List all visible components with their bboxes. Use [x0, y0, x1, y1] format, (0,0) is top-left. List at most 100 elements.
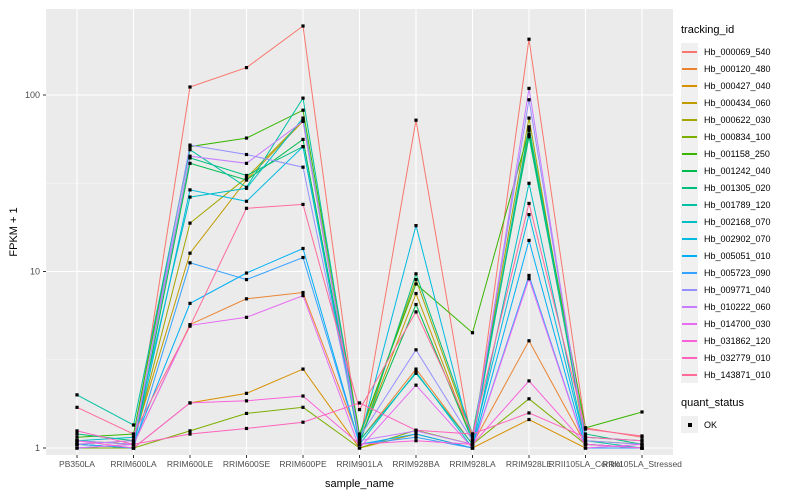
- data-point: [357, 442, 362, 446]
- data-point: [244, 152, 249, 157]
- legend-item: Hb_010222_060: [681, 298, 799, 315]
- data-point: [131, 439, 136, 443]
- legend-item: Hb_005051_010: [681, 247, 799, 264]
- x-tick-label: RRIM600SE: [223, 459, 271, 469]
- data-point: [357, 439, 362, 443]
- legend-item-label: Hb_005723_090: [704, 267, 771, 278]
- data-point: [131, 423, 136, 427]
- legend-item: Hb_000120_480: [681, 60, 799, 77]
- data-point: [527, 128, 531, 133]
- legend-item: Hb_014700_030: [681, 315, 799, 332]
- data-point: [301, 145, 305, 149]
- legend-item: Hb_000427_040: [681, 77, 799, 94]
- data-point: [414, 435, 418, 439]
- line-swatch-icon: [681, 162, 698, 179]
- legend-item-label: Hb_000834_100: [704, 131, 771, 142]
- data-point: [75, 439, 79, 443]
- legend-item: Hb_001789_120: [681, 196, 799, 213]
- y-tick-label: 1: [35, 443, 40, 453]
- line-swatch-icon: [681, 60, 698, 77]
- legend-item-label: Hb_031862_120: [704, 335, 771, 346]
- legend-item: Hb_001242_040: [681, 162, 799, 179]
- data-point: [188, 261, 192, 265]
- line-swatch-icon: [681, 349, 698, 366]
- data-point: [640, 434, 644, 438]
- legend-item-label: OK: [704, 419, 718, 430]
- data-point: [527, 135, 531, 139]
- data-point: [244, 136, 249, 140]
- legend-item: Hb_001305_020: [681, 179, 799, 196]
- data-point: [470, 432, 475, 436]
- data-point: [527, 277, 531, 281]
- data-point: [75, 446, 79, 450]
- legend-item-label: Hb_014700_030: [704, 318, 771, 329]
- y-axis-title: FPKM + 1: [8, 207, 20, 257]
- legend-item-label: Hb_032779_010: [704, 352, 771, 363]
- legend-title-tracking-id: tracking_id: [681, 24, 735, 36]
- line-swatch-icon: [681, 264, 698, 281]
- data-point: [301, 394, 305, 398]
- legend-item-label: Hb_009771_040: [704, 284, 771, 295]
- data-point: [357, 435, 362, 439]
- data-point: [301, 119, 305, 123]
- legend-item-label: Hb_143871_010: [704, 369, 771, 380]
- data-point: [188, 156, 192, 160]
- legend-item: Hb_000069_540: [681, 43, 799, 60]
- data-point: [188, 188, 192, 192]
- data-point: [527, 213, 531, 217]
- quant-status-legend: quant_status OK: [681, 397, 799, 433]
- data-point: [244, 411, 249, 416]
- data-point: [527, 379, 531, 383]
- data-point: [75, 435, 79, 439]
- x-tick-label: RRIM901LA: [336, 459, 383, 469]
- data-point: [301, 367, 305, 371]
- data-point: [301, 246, 305, 251]
- legend-item-label: Hb_010222_060: [704, 301, 771, 312]
- legend: tracking_id Hb_000069_540 Hb_000120_480 Hb…: [681, 24, 799, 433]
- data-point: [583, 435, 588, 439]
- data-point: [470, 331, 475, 335]
- legend-item: Hb_001158_250: [681, 145, 799, 162]
- data-point: [75, 405, 79, 409]
- data-point: [527, 86, 531, 90]
- line-swatch-icon: [681, 332, 698, 349]
- data-point: [244, 178, 249, 182]
- data-point: [583, 446, 588, 450]
- data-point: [131, 432, 136, 436]
- data-point: [414, 428, 418, 432]
- data-point: [244, 391, 249, 395]
- data-point: [301, 96, 305, 100]
- black-square-key-icon: [681, 416, 698, 433]
- x-tick-label: RRIM928LA: [449, 459, 496, 469]
- data-point: [414, 282, 418, 286]
- x-tick-label: RRII105LA_Control: [549, 459, 623, 469]
- legend-item-ok: OK: [681, 416, 799, 433]
- line-swatch-icon: [681, 128, 698, 145]
- data-point: [188, 154, 192, 158]
- data-point: [75, 429, 79, 433]
- data-point: [244, 297, 249, 301]
- data-point: [357, 408, 362, 412]
- legend-item: Hb_032779_010: [681, 349, 799, 366]
- data-point: [527, 201, 531, 206]
- legend-item: Hb_000622_030: [681, 111, 799, 128]
- legend-item: Hb_000434_060: [681, 94, 799, 111]
- data-point: [75, 393, 79, 397]
- legend-item-label: Hb_005051_010: [704, 250, 771, 261]
- data-point: [583, 439, 588, 443]
- data-point: [244, 199, 249, 203]
- data-point: [414, 223, 418, 228]
- data-point: [301, 405, 305, 409]
- data-point: [527, 181, 531, 185]
- x-tick-label: RRII105LA_Stressed: [602, 459, 682, 469]
- data-point: [527, 411, 531, 415]
- data-point: [414, 291, 418, 296]
- data-point: [188, 195, 192, 199]
- data-point: [188, 401, 192, 405]
- data-point: [527, 273, 531, 278]
- data-point: [527, 125, 531, 129]
- data-point: [414, 118, 418, 122]
- data-point: [244, 399, 249, 403]
